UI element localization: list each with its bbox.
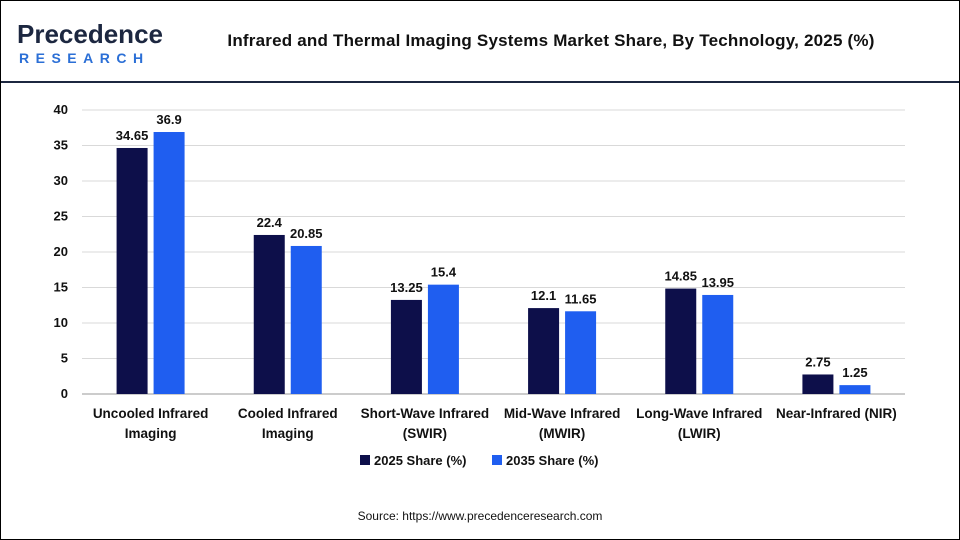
legend-swatch — [360, 455, 370, 465]
data-label: 13.95 — [701, 275, 734, 290]
data-label: 13.25 — [390, 280, 423, 295]
y-tick-label: 30 — [54, 173, 68, 188]
chart-title: Infrared and Thermal Imaging Systems Mar… — [227, 31, 875, 50]
y-tick-label: 40 — [54, 102, 68, 117]
data-label: 22.4 — [257, 215, 283, 230]
bar-2025 — [802, 374, 834, 394]
precedence-research-logo: Precedence RESEARCH — [17, 19, 163, 66]
logo-wordmark-top: Precedence — [17, 19, 163, 49]
header: Precedence RESEARCH Infrared and Thermal… — [1, 1, 959, 83]
x-tick-label: (MWIR) — [539, 426, 585, 441]
bar-2035 — [702, 294, 734, 394]
bar-2025 — [390, 299, 422, 394]
bar-2035 — [427, 284, 459, 394]
source-note: Source: https://www.precedenceresearch.c… — [357, 509, 603, 523]
x-tick-label: Mid-Wave Infrared — [504, 406, 621, 421]
bar-2025 — [116, 147, 148, 394]
y-tick-label: 5 — [61, 351, 68, 366]
legend-label: 2025 Share (%) — [374, 453, 467, 468]
x-tick-label: (SWIR) — [403, 426, 447, 441]
data-label: 11.65 — [565, 291, 597, 306]
x-tick-label: Uncooled Infrared — [93, 406, 209, 421]
bar-2025 — [528, 308, 560, 394]
data-label: 12.1 — [531, 288, 556, 303]
x-tick-label: Imaging — [125, 426, 177, 441]
x-tick-label: Short-Wave Infrared — [361, 406, 490, 421]
bar-2035 — [565, 311, 597, 394]
data-label: 14.85 — [664, 269, 697, 284]
x-tick-label: Imaging — [262, 426, 314, 441]
bar-2025 — [253, 234, 285, 394]
y-tick-label: 25 — [54, 209, 68, 224]
y-tick-label: 15 — [54, 280, 68, 295]
legend-swatch — [492, 455, 502, 465]
y-tick-label: 35 — [54, 138, 68, 153]
x-tick-label: (LWIR) — [678, 426, 721, 441]
data-label: 15.4 — [431, 265, 457, 280]
legend-label: 2035 Share (%) — [506, 453, 599, 468]
bar-2035 — [290, 245, 322, 394]
bar-2035 — [839, 385, 871, 394]
bar-2025 — [665, 288, 697, 394]
y-tick-label: 0 — [61, 386, 68, 401]
logo-wordmark-bottom: RESEARCH — [19, 50, 150, 66]
x-tick-label: Cooled Infrared — [238, 406, 338, 421]
data-label: 1.25 — [842, 365, 867, 380]
x-tick-label: Long-Wave Infrared — [636, 406, 762, 421]
x-tick-label: Near-Infrared (NIR) — [776, 406, 897, 421]
data-label: 20.85 — [290, 226, 323, 241]
data-label: 2.75 — [805, 354, 830, 369]
y-tick-label: 10 — [54, 315, 68, 330]
data-label: 36.9 — [156, 112, 181, 127]
data-label: 34.65 — [116, 128, 149, 143]
bar-2035 — [153, 132, 185, 394]
y-tick-label: 20 — [54, 244, 68, 259]
